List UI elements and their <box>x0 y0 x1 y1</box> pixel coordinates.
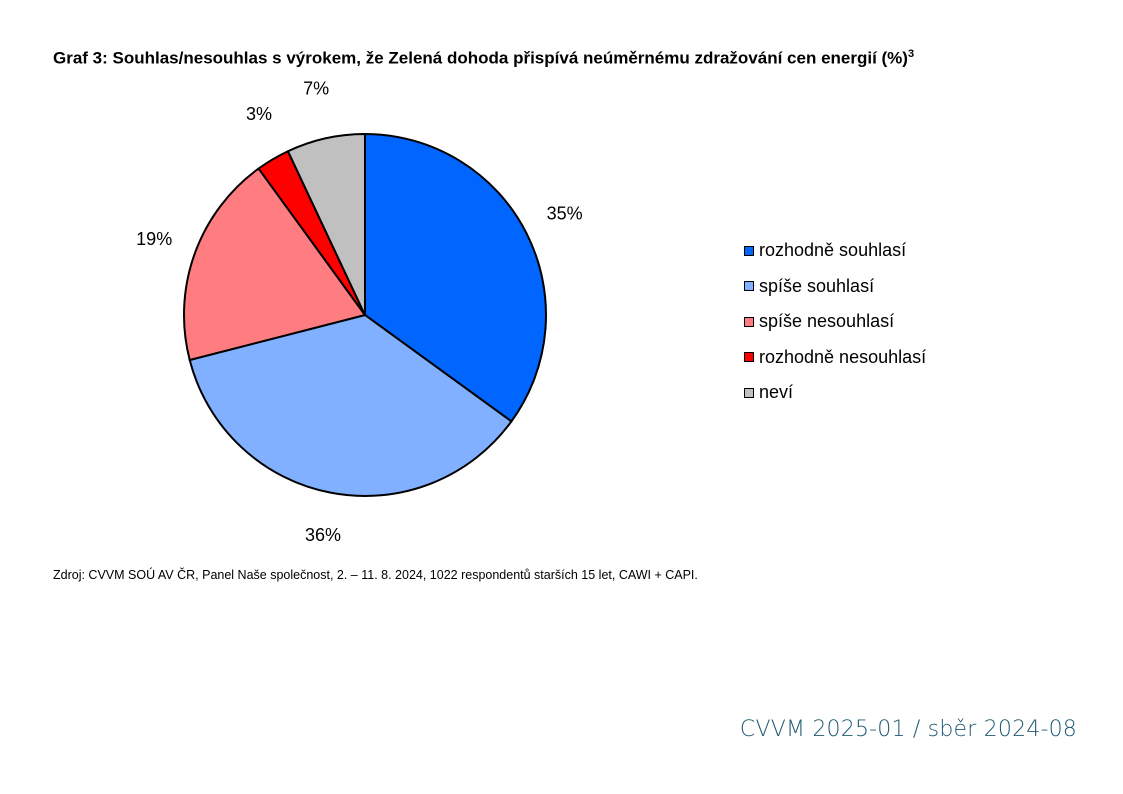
chart-legend: rozhodně souhlasí spíše souhlasí spíše nes… <box>744 233 926 411</box>
legend-label: rozhodně souhlasí <box>759 240 907 261</box>
legend-item-rozhodne-souhlasi: rozhodně souhlasí <box>744 233 926 269</box>
legend-swatch <box>744 316 754 327</box>
title-footnote-mark: 3 <box>907 48 915 60</box>
legend-item-spise-souhlasi: spíše souhlasí <box>744 269 926 305</box>
legend-swatch <box>744 352 754 363</box>
source-note: Zdroj: CVVM SOÚ AV ČR, Panel Naše společ… <box>53 568 698 582</box>
legend-label: spíše souhlasí <box>759 275 875 296</box>
legend-swatch <box>744 245 754 256</box>
data-label-spise-souhlasi: 36% <box>305 525 341 545</box>
data-label-rozhodne-souhlasi: 35% <box>547 203 583 223</box>
chart-title-text: Graf 3: Souhlas/nesouhlas s výrokem, že … <box>53 48 908 68</box>
legend-label: neví <box>759 382 794 403</box>
data-label-nevi: 7% <box>303 78 329 98</box>
pie-slice-spise-nesouhlasi <box>183 167 366 362</box>
chart-title: Graf 3: Souhlas/nesouhlas s výrokem, že … <box>53 48 914 69</box>
legend-item-nevi: neví <box>744 375 926 411</box>
legend-swatch <box>744 387 754 398</box>
legend-label: spíše nesouhlasí <box>759 311 895 332</box>
legend-item-spise-nesouhlasi: spíše nesouhlasí <box>744 304 926 340</box>
pie-slice-rozhodne-souhlasi <box>364 133 547 423</box>
legend-swatch <box>744 281 754 292</box>
pie-labels: 35% 36% 19% 3% 7% <box>136 78 582 545</box>
data-label-spise-nesouhlasi: 19% <box>136 229 172 249</box>
legend-item-rozhodne-nesouhlasi: rozhodně nesouhlasí <box>744 340 926 376</box>
data-label-rozhodne-nesouhlasi: 3% <box>246 104 272 124</box>
legend-label: rozhodně nesouhlasí <box>759 346 927 367</box>
pie-slice-nevi <box>286 133 366 316</box>
pie-slices <box>183 133 547 497</box>
footer-tag: CVVM 2025-01 / sběr 2024-08 <box>739 717 1077 742</box>
pie-slice-spise-souhlasi <box>188 314 513 497</box>
